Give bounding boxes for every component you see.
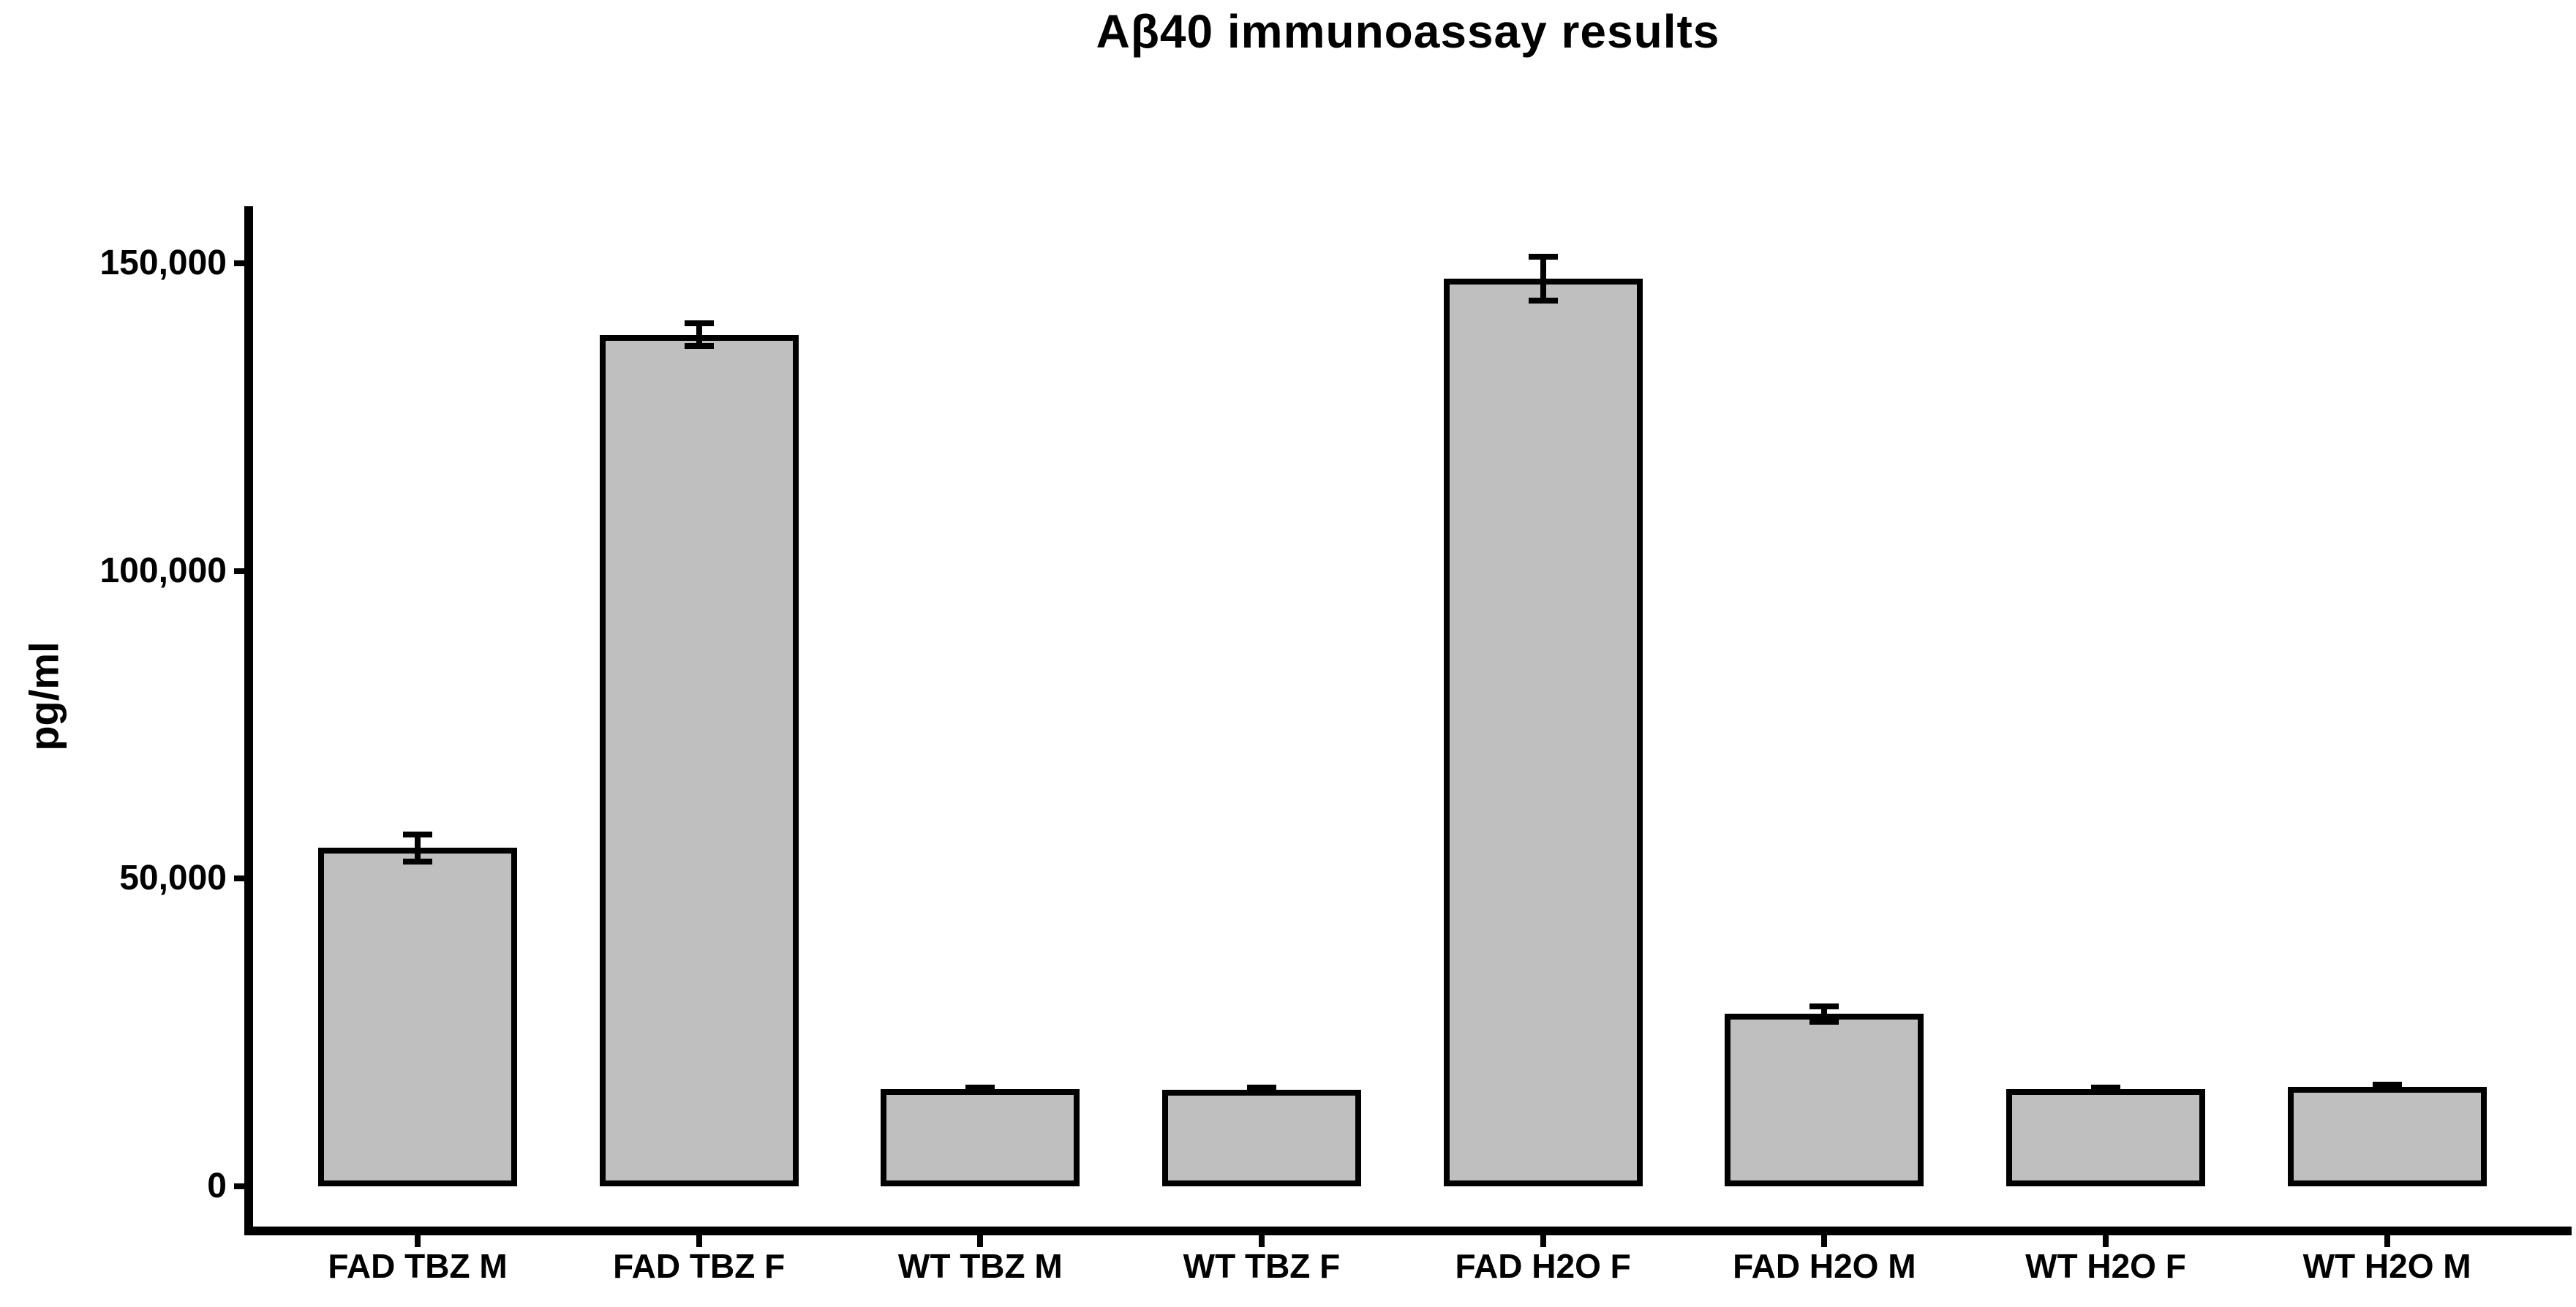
y-tick xyxy=(234,875,244,882)
x-axis-category-label: FAD H2O M xyxy=(1733,1247,1916,1285)
x-axis-category-label: WT TBZ M xyxy=(897,1247,1063,1285)
error-bar-cap-bottom xyxy=(1528,298,1558,304)
error-bar-cap-top xyxy=(684,320,714,327)
y-tick-label: 50,000 xyxy=(119,859,227,898)
error-bar-cap-bottom xyxy=(1246,1088,1276,1095)
error-bar-line xyxy=(1821,1006,1828,1022)
bar xyxy=(1443,279,1643,1186)
bar xyxy=(881,1089,1080,1186)
error-bar-cap-bottom xyxy=(403,858,432,865)
bar xyxy=(1161,1089,1361,1186)
error-bar-cap-bottom xyxy=(684,342,714,349)
x-tick xyxy=(1540,1235,1546,1247)
x-tick xyxy=(1258,1235,1265,1247)
error-bar-line xyxy=(1540,256,1546,301)
error-bar-cap-top xyxy=(1246,1085,1276,1091)
error-bar-cap-bottom xyxy=(2090,1088,2120,1094)
error-bar-cap-bottom xyxy=(2372,1085,2402,1092)
bar xyxy=(599,334,799,1186)
x-axis-category-label: FAD TBZ M xyxy=(328,1247,508,1285)
bar xyxy=(2287,1086,2487,1186)
x-tick xyxy=(2384,1235,2390,1247)
y-tick-label: 150,000 xyxy=(99,244,227,282)
bar xyxy=(2006,1089,2205,1186)
x-axis-line xyxy=(244,1227,2572,1235)
error-bar-cap-top xyxy=(1528,253,1558,260)
x-tick xyxy=(2102,1235,2109,1247)
x-tick xyxy=(415,1235,421,1247)
error-bar-cap-bottom xyxy=(1809,1018,1839,1025)
x-axis-category-label: FAD TBZ F xyxy=(613,1247,786,1285)
error-bar-line xyxy=(415,834,421,862)
y-tick xyxy=(234,1183,244,1189)
error-bar-line xyxy=(696,323,702,346)
bar xyxy=(1725,1014,1924,1186)
x-axis-category-label: WT H2O M xyxy=(2302,1247,2471,1285)
x-axis-category-label: WT H2O F xyxy=(2025,1247,2186,1285)
y-tick xyxy=(234,568,244,574)
bar xyxy=(318,848,517,1186)
y-axis-label: pg/ml xyxy=(20,641,67,751)
chart-title: Aβ40 immunoassay results xyxy=(1096,5,1720,58)
y-axis-line xyxy=(244,206,253,1235)
y-tick xyxy=(234,260,244,266)
error-bar-cap-top xyxy=(2372,1081,2402,1088)
x-tick xyxy=(1821,1235,1828,1247)
y-tick-label: 0 xyxy=(207,1167,227,1205)
x-axis-category-label: WT TBZ F xyxy=(1183,1247,1341,1285)
y-tick-label: 100,000 xyxy=(99,551,227,590)
error-bar-cap-top xyxy=(1809,1003,1839,1009)
x-axis-category-label: FAD H2O F xyxy=(1455,1247,1631,1285)
x-tick xyxy=(977,1235,984,1247)
error-bar-cap-top xyxy=(403,831,432,837)
error-bar-cap-bottom xyxy=(965,1088,995,1094)
error-bar-cap-top xyxy=(2090,1084,2120,1091)
error-bar-cap-top xyxy=(965,1084,995,1091)
x-tick xyxy=(696,1235,702,1247)
